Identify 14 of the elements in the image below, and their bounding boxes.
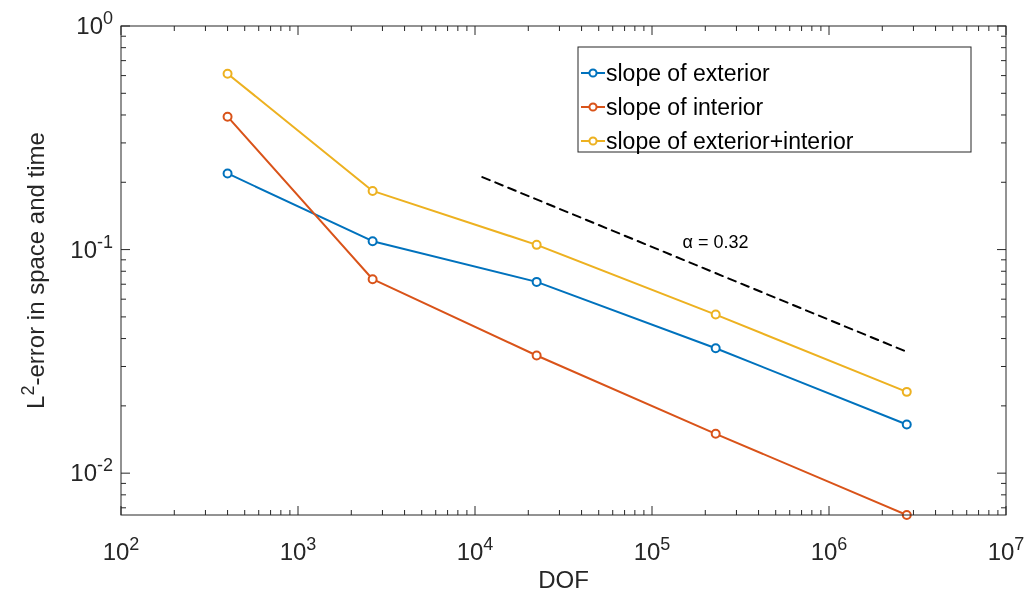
legend-label: slope of interior [606, 94, 764, 120]
x-tick-label: 10$^{2}$ [102, 534, 140, 565]
x-tick-label: 10$^{7}$ [987, 534, 1025, 565]
y-tick-label: 10$^{0}$ [76, 8, 113, 39]
x-tick-label: 10$^{4}$ [456, 534, 494, 565]
x-tick-label: 10$^{3}$ [279, 534, 317, 565]
y-tick-label: 10$^{-1}$ [70, 231, 113, 263]
annotation: α = 0.32 [682, 232, 749, 253]
x-tick-label: 10$^{5}$ [633, 534, 671, 565]
legend-label: slope of exterior+interior [606, 128, 854, 154]
x-tick-label: 10$^{6}$ [810, 534, 848, 565]
legend-label: slope of exterior [606, 60, 770, 86]
y-tick-label: 10$^{-2}$ [70, 455, 113, 487]
x-axis-title: DOF [538, 566, 589, 593]
